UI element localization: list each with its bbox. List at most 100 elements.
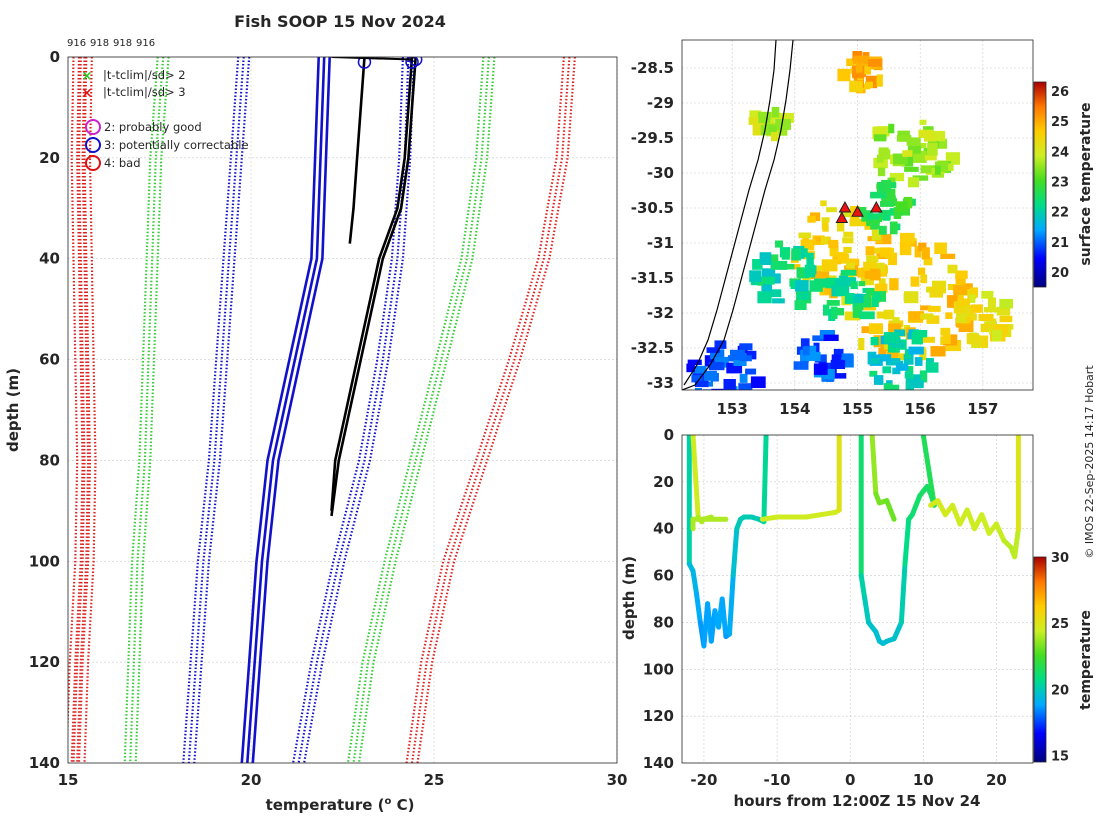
sst-pixel <box>883 188 896 199</box>
profile-y-tick-label: 0 <box>50 48 60 66</box>
map-y-tick-label: -28.5 <box>631 59 674 77</box>
section-y-tick-label: 0 <box>664 426 674 444</box>
sst-pixel <box>806 252 814 266</box>
sst-pixel <box>934 242 947 254</box>
sst-pixel <box>878 347 887 355</box>
green-x-marker: × <box>82 69 93 84</box>
sst-pixel <box>893 207 902 219</box>
sst-pixel <box>978 314 994 321</box>
sst-pixel <box>918 129 933 138</box>
sst-pixel <box>770 261 778 270</box>
clim-blue-low-line <box>187 57 245 763</box>
profile-x-tick-label: 25 <box>424 771 445 789</box>
sst-pixel <box>829 245 839 257</box>
clim-green-low-line <box>134 57 170 763</box>
sst-pixel <box>873 375 884 385</box>
sst-pixel <box>842 237 854 244</box>
sst-pixel <box>911 332 923 345</box>
sst-pixel <box>830 359 846 369</box>
sst-pixel <box>806 351 821 361</box>
sst-pixel <box>831 373 847 379</box>
sst-pixel <box>814 265 827 271</box>
sst-pixel <box>870 268 881 281</box>
sst-pixel <box>859 311 875 320</box>
sst-pixel <box>920 165 936 174</box>
map-y-tick-label: -32.5 <box>631 339 674 357</box>
dive-segment <box>902 516 912 567</box>
sst-pixel <box>828 239 839 249</box>
sst-pixel <box>927 142 938 156</box>
sst-pixel <box>889 278 899 291</box>
dive-segment <box>898 561 908 625</box>
sst-pixel <box>752 259 763 270</box>
sst-pixel <box>876 74 883 87</box>
sst-pixel <box>761 283 772 294</box>
sst-pixel <box>968 294 976 303</box>
sst-pixel <box>863 261 877 271</box>
dive-segment <box>869 435 879 497</box>
map-x-tick-label: 155 <box>842 400 873 418</box>
sst-pixel <box>869 370 878 377</box>
sst-pixel <box>723 379 736 390</box>
section-y-tick-label: 120 <box>643 707 674 725</box>
sst-pixel <box>928 305 941 312</box>
sst-pixel <box>955 270 968 279</box>
sst-pixel <box>852 306 863 318</box>
sst-pixel <box>823 334 839 341</box>
profile-x-tick-label: 15 <box>58 771 79 789</box>
sst-pixel <box>899 242 912 256</box>
page-title: Fish SOOP 15 Nov 2024 <box>234 12 446 31</box>
sst-pixel <box>861 326 876 334</box>
sst-pixel <box>830 306 838 319</box>
sst-pixel <box>813 363 828 375</box>
sst-pixel <box>870 191 887 199</box>
sst-pixel <box>953 285 968 295</box>
profile-2-line <box>348 57 366 244</box>
sst-pixel <box>918 267 926 276</box>
sst-pixel <box>906 241 917 247</box>
sst-pixel <box>809 280 823 292</box>
section-x-tick-label: 20 <box>986 771 1007 789</box>
sst-pixel <box>804 264 816 278</box>
profile-1-line <box>330 57 414 511</box>
profile-location-marker <box>835 211 849 223</box>
section-colorbar-frame <box>1033 556 1047 763</box>
sst-pixel <box>947 264 958 274</box>
sst-pixel <box>881 195 896 207</box>
sst-pixel <box>837 252 848 262</box>
sst-pixel <box>800 338 810 350</box>
sst-pixel <box>885 358 901 366</box>
sst-pixel <box>794 300 807 310</box>
sst-pixel <box>821 259 838 272</box>
section-x-tick-label: 10 <box>913 771 934 789</box>
sst-pixel <box>878 354 892 362</box>
sst-pixel <box>906 137 921 146</box>
sst-pixel <box>837 68 851 82</box>
sst-pixel <box>896 363 909 371</box>
sst-pixel <box>846 58 856 67</box>
sst-pixel <box>866 213 880 220</box>
profile-xlabel: temperature (o C) <box>266 796 415 814</box>
profile-x-tick-label: 30 <box>607 771 628 789</box>
sst-pixel <box>802 346 810 356</box>
sst-pixel <box>907 145 922 154</box>
map-colorbar-tick-label: 26 <box>1051 85 1069 100</box>
clim-blue-mean-line <box>251 57 331 763</box>
sst-pixel <box>791 248 802 261</box>
sst-pixel <box>757 291 772 304</box>
section-x-ticks: -20 -10 0 10 20 <box>690 771 1006 789</box>
section-dives <box>686 435 1021 649</box>
profile-y-tick-label: 140 <box>29 754 60 772</box>
section-xlabel: hours from 12:00Z 15 Nov 24 <box>734 792 981 810</box>
sst-pixel <box>883 309 895 320</box>
section-x-tick-label: 0 <box>845 771 855 789</box>
sst-pixel <box>889 221 898 235</box>
profile-x-ticks: 15 20 25 30 <box>58 771 628 789</box>
section-y-tick-label: 140 <box>643 754 674 772</box>
dive-segment <box>964 507 977 532</box>
section-y-tick-label: 60 <box>653 567 674 585</box>
qc-circle-marker <box>357 57 372 69</box>
legend-label: |t-tclim|/sd> 2 <box>103 68 186 82</box>
map-colorbar-tick-label: 25 <box>1051 115 1069 130</box>
map-colorbar <box>1034 82 1046 287</box>
